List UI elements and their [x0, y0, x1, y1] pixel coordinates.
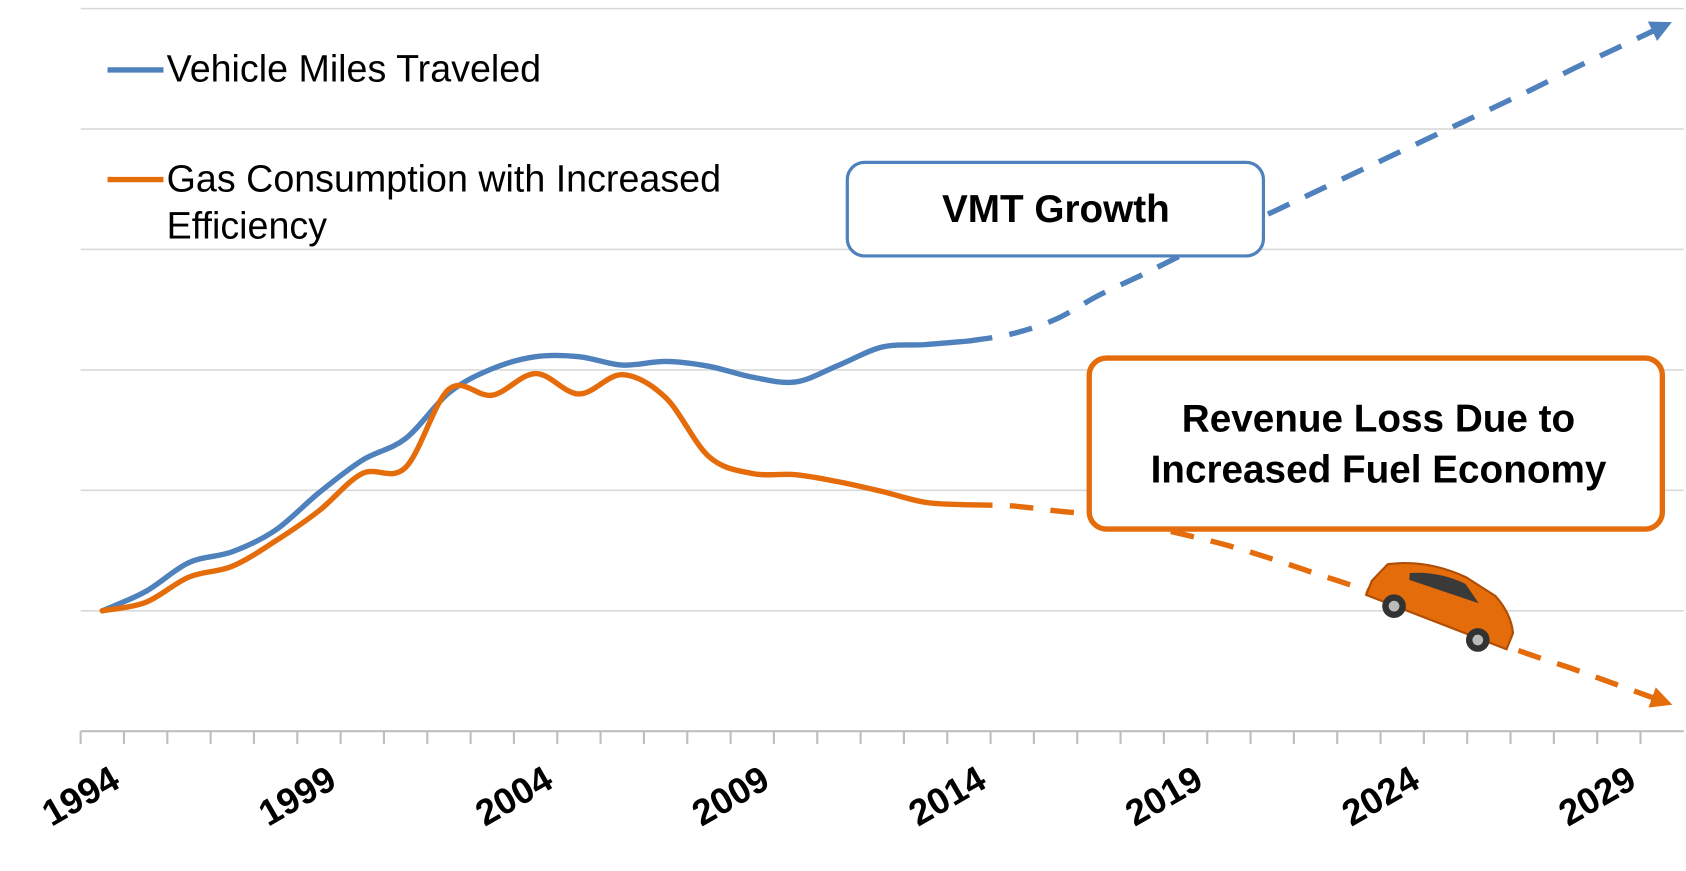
x-tick-label: 1994 — [35, 757, 126, 833]
lines — [99, 21, 1673, 708]
x-axis: 1994 1999 2004 2009 2014 2019 2024 2029 — [35, 730, 1684, 834]
annotation-text: Revenue Loss Due to — [1182, 398, 1575, 441]
series-line — [99, 338, 972, 614]
legend-label: Gas Consumption with Increased Efficienc… — [166, 158, 722, 248]
x-tick-label: 2029 — [1552, 758, 1643, 834]
x-tick-label: 2004 — [468, 757, 559, 833]
x-tick-label: 2009 — [685, 758, 776, 834]
annotation-box — [1086, 355, 1666, 532]
x-tick-label: 1999 — [252, 758, 343, 834]
x-tick-label: 2014 — [902, 757, 993, 833]
series-line — [99, 370, 972, 614]
projection-line — [968, 21, 1672, 344]
legend-entry: Vehicle Miles Traveled — [166, 48, 542, 91]
projection-line — [968, 502, 1673, 708]
annotations: VMT Growth Revenue Loss Due to Increased F… — [845, 160, 1666, 532]
annotation-box — [845, 160, 1266, 258]
x-tick-label: 2019 — [1118, 758, 1209, 834]
legend-entry: Gas Consumption with Increased Efficienc… — [166, 158, 722, 248]
annotation-text: VMT Growth — [942, 188, 1170, 231]
legend-label: Vehicle Miles Traveled — [166, 48, 542, 91]
x-tick-label: 2024 — [1335, 757, 1426, 833]
car-illustration — [1364, 562, 1515, 652]
legend: Vehicle Miles Traveled Gas Consumption wi… — [107, 48, 722, 248]
annotation-text: Increased Fuel Economy — [1151, 448, 1607, 491]
